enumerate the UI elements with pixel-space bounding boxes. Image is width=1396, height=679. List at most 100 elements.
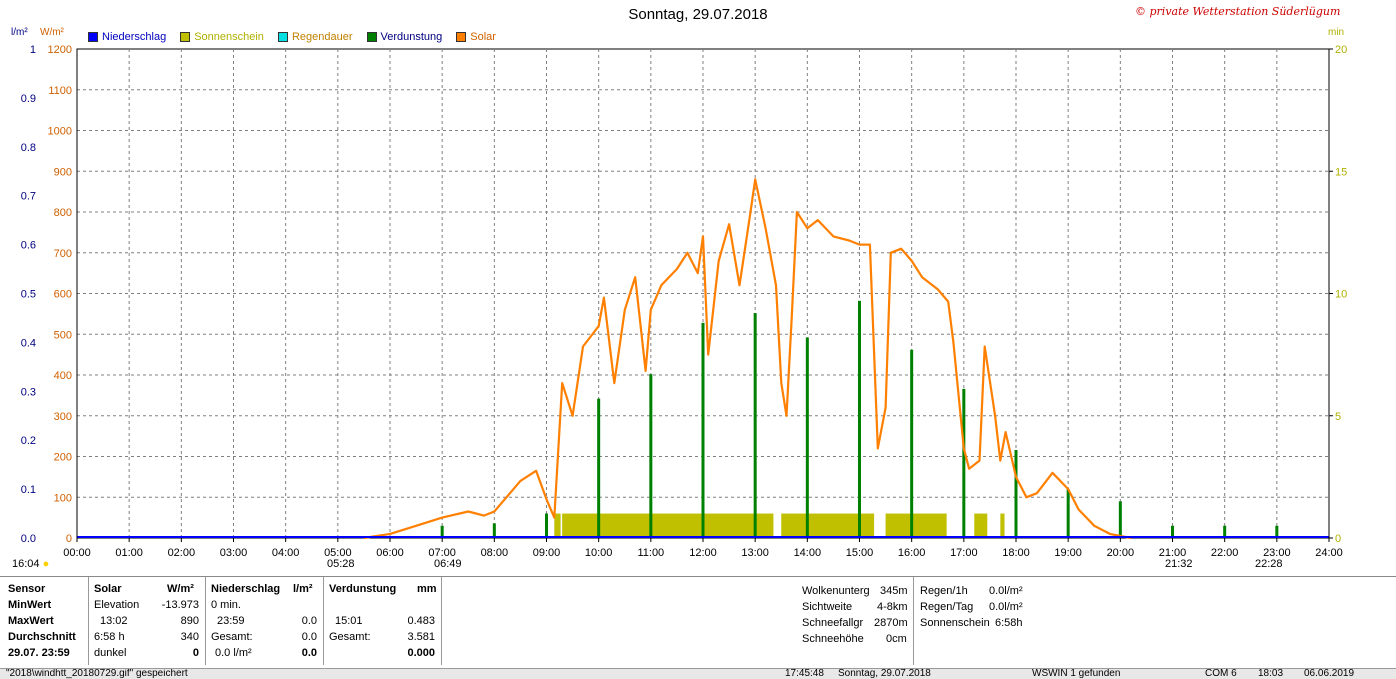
minutes-tick-label: 0 <box>1335 533 1341 545</box>
evaporation-bar <box>492 523 496 538</box>
legend-label: Solar <box>470 31 496 43</box>
solar-tick-label: 1000 <box>48 126 72 138</box>
solar-tick-label: 200 <box>54 452 72 464</box>
sensor-row: Durchschnitt <box>8 631 76 643</box>
x-tick-label: 00:00 <box>63 547 91 559</box>
sensor-row: 29.07. 23:59 <box>8 647 70 659</box>
solar-label: dunkel <box>94 647 127 659</box>
sensor-row: MaxWert <box>8 615 54 627</box>
precip-tick-label: 0.4 <box>21 337 36 349</box>
weather-label: Sichtweite <box>802 601 853 613</box>
time-marker-left-label: 16:04 <box>12 558 40 570</box>
evaporation-bar <box>1014 449 1018 538</box>
solar-value: 0 <box>192 647 199 659</box>
weather-value: 0cm <box>886 633 907 645</box>
rain-label: Regen/Tag <box>920 601 974 613</box>
x-tick-label: 23:00 <box>1263 547 1291 559</box>
station-brand: © private Wetterstation Süderlügum <box>1135 5 1341 18</box>
precip-tick-label: 0.3 <box>21 386 36 398</box>
solar-header: Solar <box>94 583 122 595</box>
minutes-tick-label: 10 <box>1335 289 1347 301</box>
rain-value: 0.0l/m² <box>989 601 1023 613</box>
evaporation-bar <box>1066 489 1070 538</box>
x-tick-label: 07:00 <box>428 547 456 559</box>
solar-tick-label: 900 <box>54 166 72 178</box>
legend-swatch <box>88 32 98 42</box>
x-tick-label: 14:00 <box>794 547 822 559</box>
civil-dawn-marker: 06:49 <box>434 558 462 570</box>
x-tick-label: 13:00 <box>741 547 769 559</box>
x-tick-label: 20:00 <box>1107 547 1135 559</box>
evaporation-bar <box>440 525 444 538</box>
x-tick-label: 16:00 <box>898 547 926 559</box>
minutes-tick-label: 15 <box>1335 166 1347 178</box>
x-tick-label: 03:00 <box>220 547 248 559</box>
chart-title: Sonntag, 29.07.2018 <box>628 6 768 23</box>
legend-item-sonnenschein[interactable]: Sonnenschein <box>180 31 264 43</box>
weather-value: 2870m <box>874 617 908 629</box>
sunshine-bar <box>554 513 561 538</box>
status-bar: "2018\windhtt_20180729.gif" gespeichert … <box>0 668 1396 679</box>
legend-swatch <box>180 32 191 42</box>
solar-label: Elevation <box>94 599 140 611</box>
weather-value: 4-8km <box>877 601 908 613</box>
status-device: WSWIN 1 gefunden <box>1032 668 1121 679</box>
evaporation-bar <box>545 513 548 538</box>
evaporation-bar <box>1171 525 1174 538</box>
precip-tick-label: 0.5 <box>21 289 36 301</box>
x-tick-label: 24:00 <box>1315 547 1343 559</box>
x-tick-label: 17:00 <box>950 547 978 559</box>
solar-value: -13.973 <box>161 599 199 611</box>
legend-label: Sonnenschein <box>194 31 264 43</box>
weather-chart: 0100200300400500600700800900100011001200… <box>21 44 1348 559</box>
precip-tick-label: 0.8 <box>21 142 36 154</box>
legend-item-solar[interactable]: Solar <box>456 31 496 43</box>
niederschlag-label: 23:59 <box>217 615 245 627</box>
x-tick-label: 18:00 <box>1002 547 1030 559</box>
niederschlag-value: 0.0 <box>301 615 317 627</box>
evaporation-bar <box>649 374 653 538</box>
niederschlag-value: 0.0 <box>301 647 317 659</box>
verdunstung-label: 15:01 <box>335 615 363 627</box>
legend-label: Niederschlag <box>102 31 167 43</box>
chart-legend: Niederschlag Sonnenschein Regendauer Ver… <box>88 31 510 43</box>
status-date: Sonntag, 29.07.2018 <box>838 668 931 679</box>
solar-tick-label: 500 <box>54 329 72 341</box>
sunset-marker: 21:32 <box>1165 558 1193 570</box>
solar-axis-unit: W/m² <box>40 27 64 38</box>
late-marker: 22:28 <box>1255 558 1283 570</box>
evaporation-bar <box>805 337 809 538</box>
status-port: COM 6 <box>1205 668 1237 679</box>
precip-tick-label: 0.9 <box>21 93 36 105</box>
precip-tick-label: 0.7 <box>21 191 36 203</box>
solar-tick-label: 600 <box>54 289 72 301</box>
weather-value: 345m <box>880 585 908 597</box>
legend-item-regendauer[interactable]: Regendauer <box>277 31 353 43</box>
minutes-axis-unit: min <box>1328 27 1345 38</box>
evaporation-bar <box>1118 501 1122 538</box>
minutes-tick-label: 5 <box>1335 411 1341 423</box>
x-tick-label: 08:00 <box>481 547 509 559</box>
precip-tick-label: 0.1 <box>21 484 36 496</box>
solar-tick-label: 1100 <box>48 85 72 97</box>
sunrise-marker: 05:28 <box>327 558 355 570</box>
precip-tick-label: 0.2 <box>21 435 36 447</box>
weather-label: Schneehöhe <box>802 633 864 645</box>
precip-axis-unit: l/m² <box>11 27 28 38</box>
solar-unit: W/m² <box>167 583 194 595</box>
solar-tick-label: 300 <box>54 411 72 423</box>
verdunstung-value: 0.000 <box>407 647 435 659</box>
x-tick-label: 10:00 <box>585 547 613 559</box>
x-tick-label: 06:00 <box>376 547 404 559</box>
verdunstung-column: Verdunstung mm 15:01 0.483 Gesamt: 3.581… <box>323 577 442 665</box>
legend-item-niederschlag[interactable]: Niederschlag <box>88 31 166 43</box>
x-tick-label: 02:00 <box>168 547 196 559</box>
rain-label: Regen/1h <box>920 585 968 597</box>
sunshine-bar <box>562 513 774 538</box>
x-tick-label: 01:00 <box>115 547 143 559</box>
solar-tick-label: 0 <box>66 533 72 545</box>
legend-item-verdunstung[interactable]: Verdunstung <box>366 31 442 43</box>
status-today: 06.06.2019 <box>1304 668 1355 679</box>
sunshine-bar <box>974 513 988 538</box>
sunshine-bar <box>1000 513 1005 538</box>
